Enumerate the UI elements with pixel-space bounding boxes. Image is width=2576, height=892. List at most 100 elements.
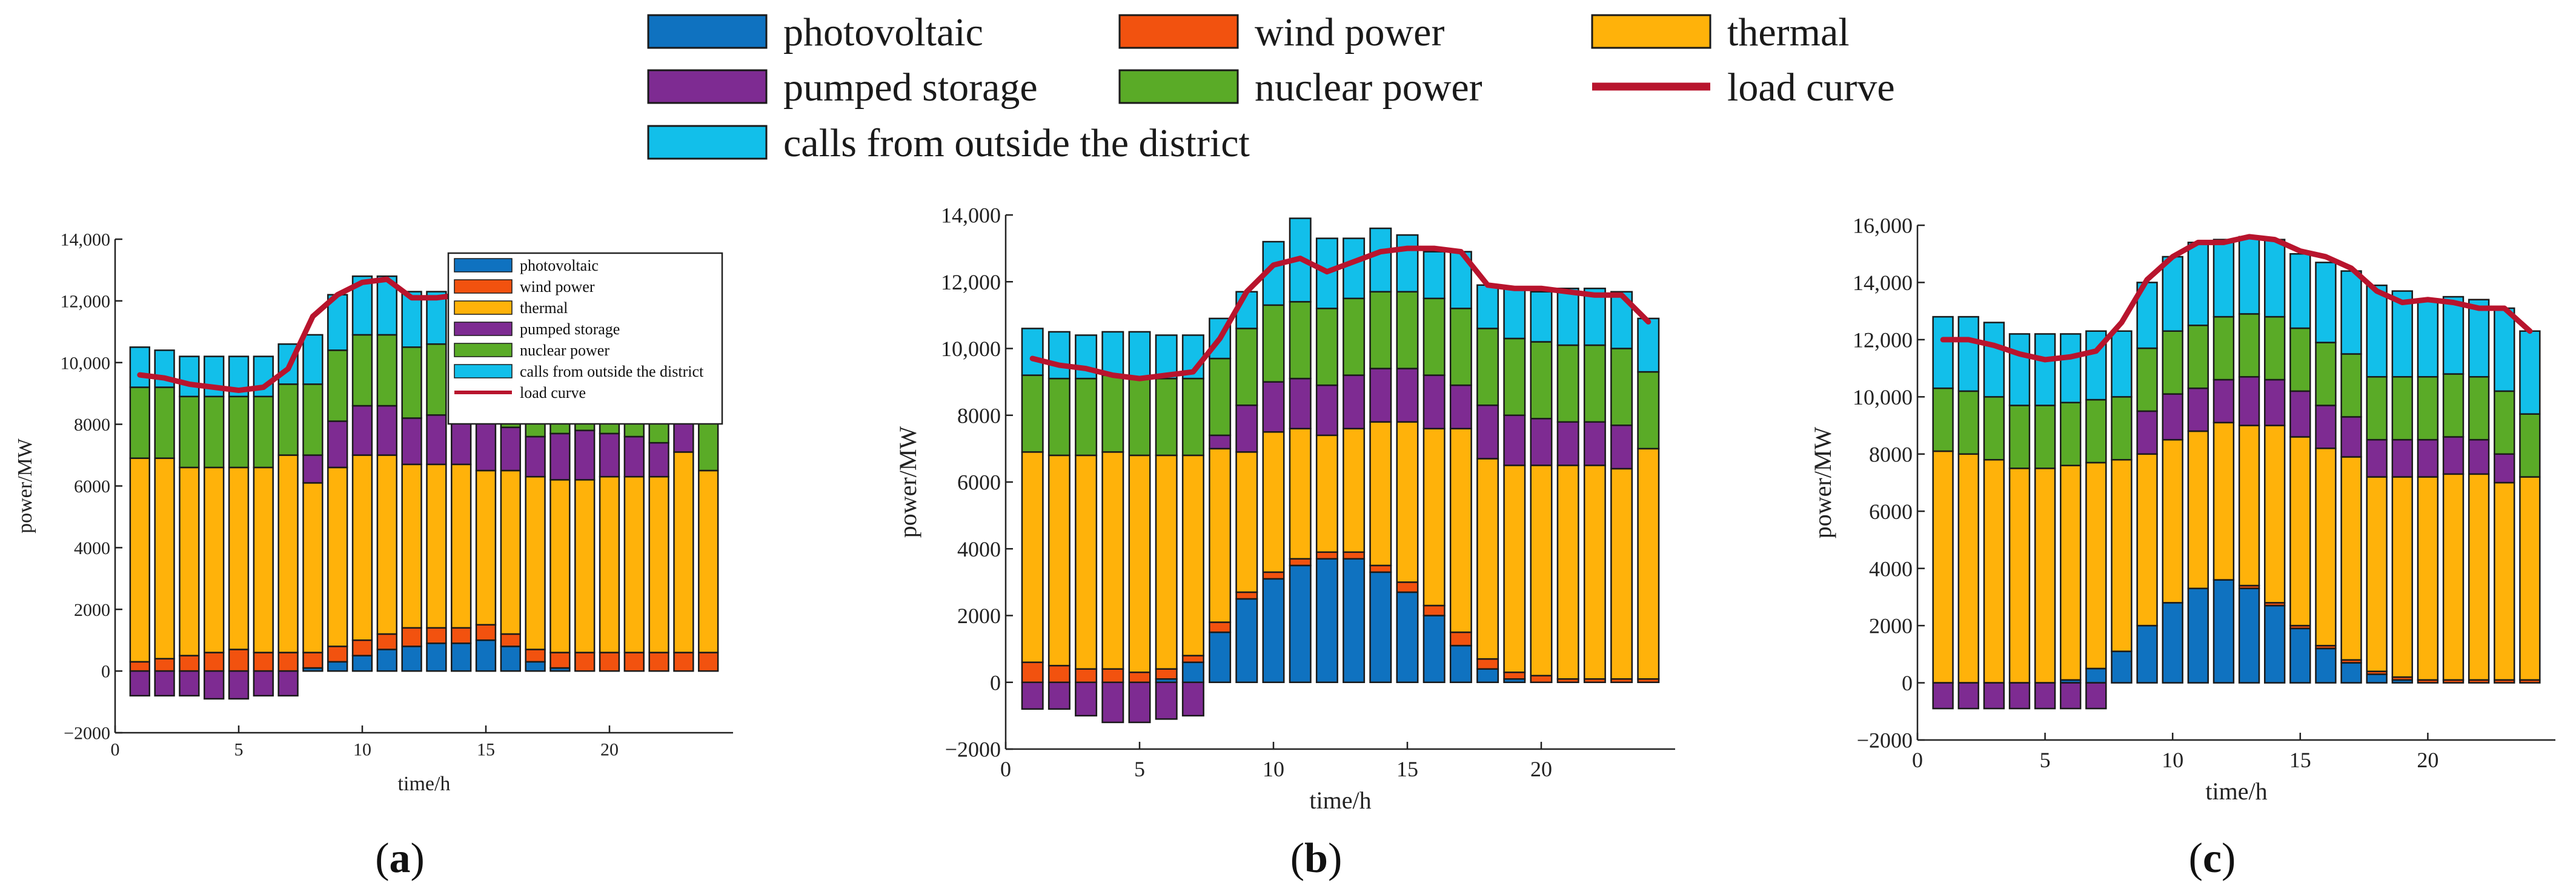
- bar-wind-h11: [1289, 558, 1312, 567]
- bar-thermal-h8: [1209, 448, 1232, 623]
- x-tick-label-c: 15: [2289, 748, 2311, 772]
- bar-thermal-h21: [623, 475, 645, 653]
- inner-legend-label-pv: photovoltaic: [520, 257, 599, 274]
- x-tick-label-b: 10: [1263, 757, 1284, 781]
- bar-pumped-h7: [2085, 682, 2107, 710]
- y-axis-label-a: power/MW: [14, 438, 36, 534]
- bar-wind-h6: [1155, 668, 1178, 680]
- bar-thermal-h5: [228, 466, 250, 650]
- bar-pv-h12: [1315, 558, 1338, 683]
- legend-swatch-nuclear: [1118, 69, 1239, 104]
- bar-pumped-h15: [2289, 390, 2311, 438]
- bar-pumped-h19: [2391, 438, 2413, 478]
- bar-calls-h5: [2034, 333, 2056, 406]
- bar-nuclear-h11: [2187, 325, 2209, 389]
- inner-legend-swatch-calls: [454, 364, 513, 378]
- bar-pumped-h21: [1556, 421, 1579, 466]
- bar-nuclear-h24: [1637, 371, 1660, 450]
- bar-pv-h11: [1289, 564, 1312, 683]
- bar-wind-h13: [426, 627, 447, 644]
- y-tick-label-a: 2000: [74, 600, 110, 620]
- bar-thermal-h12: [1315, 434, 1338, 553]
- chart-b: −20000200040006000800010,00012,00014,000…: [894, 203, 1675, 882]
- x-tick-label-c: 10: [2162, 748, 2183, 772]
- bar-pumped-h8: [302, 454, 324, 484]
- bar-wind-h8: [1209, 621, 1232, 633]
- bar-nuclear-h21: [1556, 344, 1579, 423]
- bar-thermal-h9: [1235, 451, 1258, 593]
- legend-label-thermal: thermal: [1727, 10, 1850, 55]
- bar-thermal-h11: [2187, 430, 2209, 589]
- bar-pv-h16: [500, 646, 521, 672]
- bar-pv-h8: [1209, 631, 1232, 683]
- bar-thermal-h14: [1369, 421, 1392, 567]
- y-axis-label-c: power/MW: [1809, 427, 1836, 539]
- bar-thermal-h2: [154, 457, 175, 659]
- bar-thermal-h8: [2111, 458, 2133, 652]
- bar-nuclear-h6: [2060, 401, 2082, 466]
- y-tick-label-b: 14,000: [941, 203, 1001, 228]
- bar-thermal-h12: [2213, 421, 2235, 581]
- legend-item-pumped: pumped storage: [647, 65, 1038, 110]
- bar-nuclear-h17: [2340, 353, 2362, 418]
- y-tick-label-a: −2000: [64, 724, 110, 744]
- inner-legend-swatch-wind: [454, 279, 513, 294]
- y-tick-label-a: 8000: [74, 415, 110, 435]
- bar-thermal-h21: [1556, 464, 1579, 680]
- bar-calls-h22: [1583, 288, 1606, 346]
- bar-calls-h24: [2519, 330, 2541, 415]
- bar-thermal-h4: [204, 466, 225, 653]
- bar-wind-h15: [1396, 581, 1419, 593]
- bar-calls-h22: [2468, 299, 2490, 378]
- bar-pumped-h15: [1396, 368, 1419, 423]
- inner-legend-label-calls: calls from outside the district: [520, 363, 704, 380]
- bar-thermal-h1: [1021, 451, 1044, 663]
- bar-pv-h12: [2213, 579, 2235, 684]
- bar-wind-h16: [1422, 604, 1446, 616]
- caption-b: (b): [1290, 835, 1343, 882]
- bar-pumped-h10: [2162, 393, 2183, 441]
- bar-pumped-h9: [1235, 404, 1258, 453]
- bar-calls-h3: [179, 355, 200, 398]
- bar-thermal-h14: [2264, 425, 2286, 604]
- bar-nuclear-h7: [2085, 398, 2107, 464]
- bar-wind-h17: [1449, 631, 1472, 647]
- bar-wind-h1: [129, 661, 150, 672]
- bar-thermal-h11: [1289, 428, 1312, 560]
- bar-wind-h9: [327, 646, 348, 663]
- bar-wind-h13: [1343, 551, 1366, 560]
- x-axis-label-c: time/h: [2205, 778, 2267, 805]
- y-axis-label-b: power/MW: [894, 426, 921, 538]
- bar-pumped-h9: [327, 420, 348, 469]
- bar-thermal-h24: [2519, 476, 2541, 681]
- bar-calls-h9: [1235, 291, 1258, 329]
- bar-pumped-h14: [2264, 378, 2286, 426]
- bar-calls-h17: [1449, 251, 1472, 309]
- bar-pv-h18: [2366, 673, 2388, 684]
- bar-pumped-h7: [277, 670, 299, 697]
- bar-wind-h16: [500, 633, 521, 647]
- bar-nuclear-h13: [1343, 297, 1366, 376]
- bar-thermal-h6: [253, 466, 274, 653]
- bar-calls-h4: [2008, 333, 2031, 406]
- bar-thermal-h17: [525, 475, 546, 650]
- bar-pv-h17: [525, 661, 546, 672]
- inner-legend-label-wind: wind power: [520, 278, 595, 296]
- y-tick-label-a: 6000: [74, 477, 110, 497]
- bar-pv-h10: [2162, 602, 2183, 684]
- bar-pv-h7: [2085, 667, 2107, 684]
- bar-nuclear-h4: [1101, 374, 1124, 453]
- bar-calls-h20: [2417, 299, 2439, 378]
- inner-legend-swatch-thermal: [454, 300, 513, 315]
- bar-calls-h15: [1396, 234, 1419, 293]
- bar-calls-h13: [2238, 236, 2260, 315]
- x-tick-label-c: 20: [2417, 748, 2438, 772]
- legend-label-calls: calls from outside the district: [783, 121, 1250, 165]
- x-tick-label-c: 0: [1912, 748, 1923, 772]
- bar-nuclear-h2: [1047, 377, 1071, 457]
- y-tick-label-a: 14,000: [61, 230, 111, 250]
- bar-pv-h12: [401, 646, 422, 672]
- bar-pumped-h23: [2494, 453, 2515, 484]
- bar-nuclear-h15: [2289, 327, 2311, 392]
- legend-swatch-thermal: [1591, 14, 1711, 49]
